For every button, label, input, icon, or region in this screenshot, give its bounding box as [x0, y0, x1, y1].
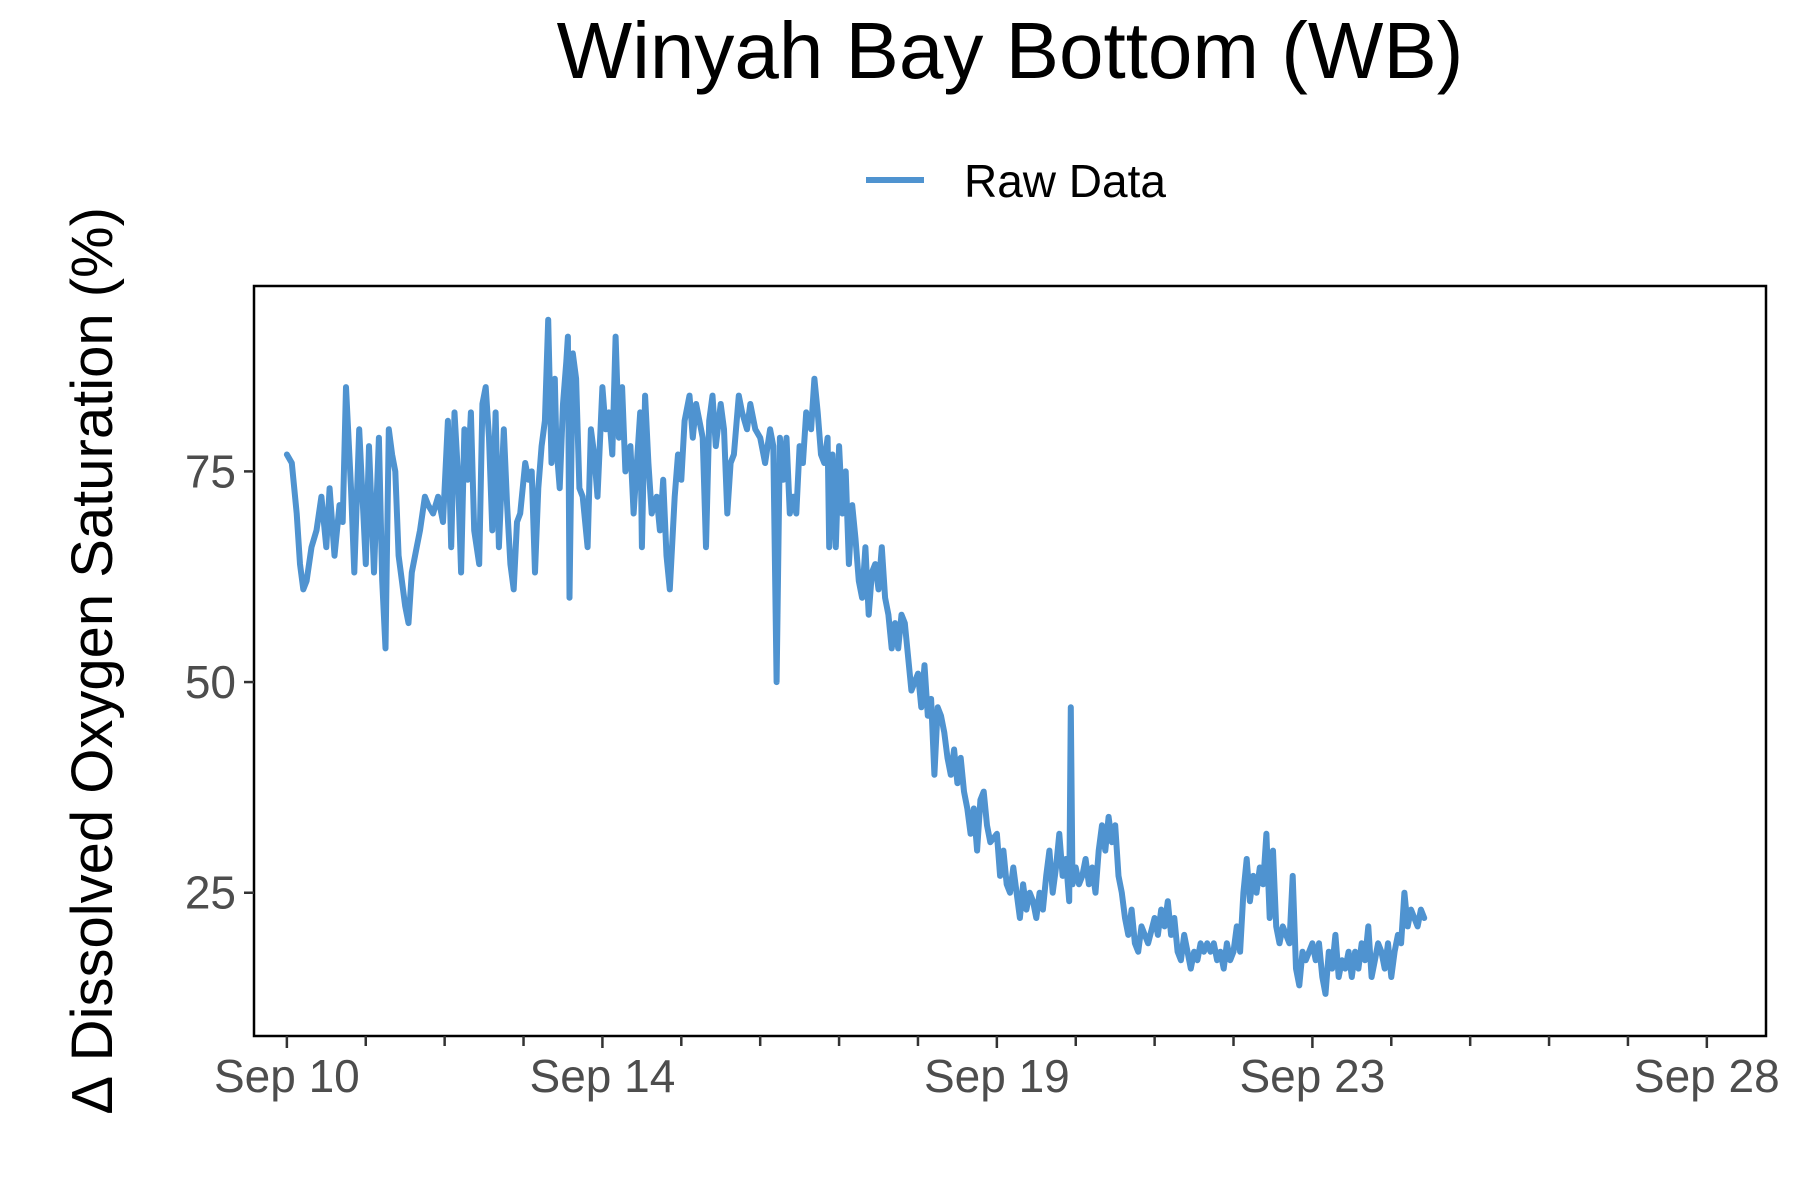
- x-tick-label-2024-09-10: Sep 10: [214, 1050, 360, 1102]
- x-tick-label-2024-09-19: Sep 19: [924, 1050, 1070, 1102]
- series-line-raw-data: [283, 316, 1428, 997]
- y-tick-label-25: 25: [185, 867, 236, 919]
- y-axis: 25 50 75: [185, 445, 254, 919]
- y-axis-label: ∆ Dissolved Oxygen Saturation (%): [60, 207, 125, 1113]
- legend-label-raw-data: Raw Data: [964, 155, 1166, 207]
- y-tick-label-50: 50: [185, 656, 236, 708]
- y-tick-label-75: 75: [185, 445, 236, 497]
- legend: Raw Data: [866, 155, 1166, 207]
- plot-panel: [252, 284, 1768, 1038]
- x-tick-label-2024-09-14: Sep 14: [530, 1050, 676, 1102]
- x-axis: Sep 10 Sep 14 Sep 19 Sep 23 Sep 28: [214, 1036, 1780, 1102]
- chart-title: Winyah Bay Bottom (WB): [557, 6, 1464, 95]
- x-tick-label-2024-09-23: Sep 23: [1240, 1050, 1386, 1102]
- x-tick-label-2024-09-28: Sep 28: [1634, 1050, 1780, 1102]
